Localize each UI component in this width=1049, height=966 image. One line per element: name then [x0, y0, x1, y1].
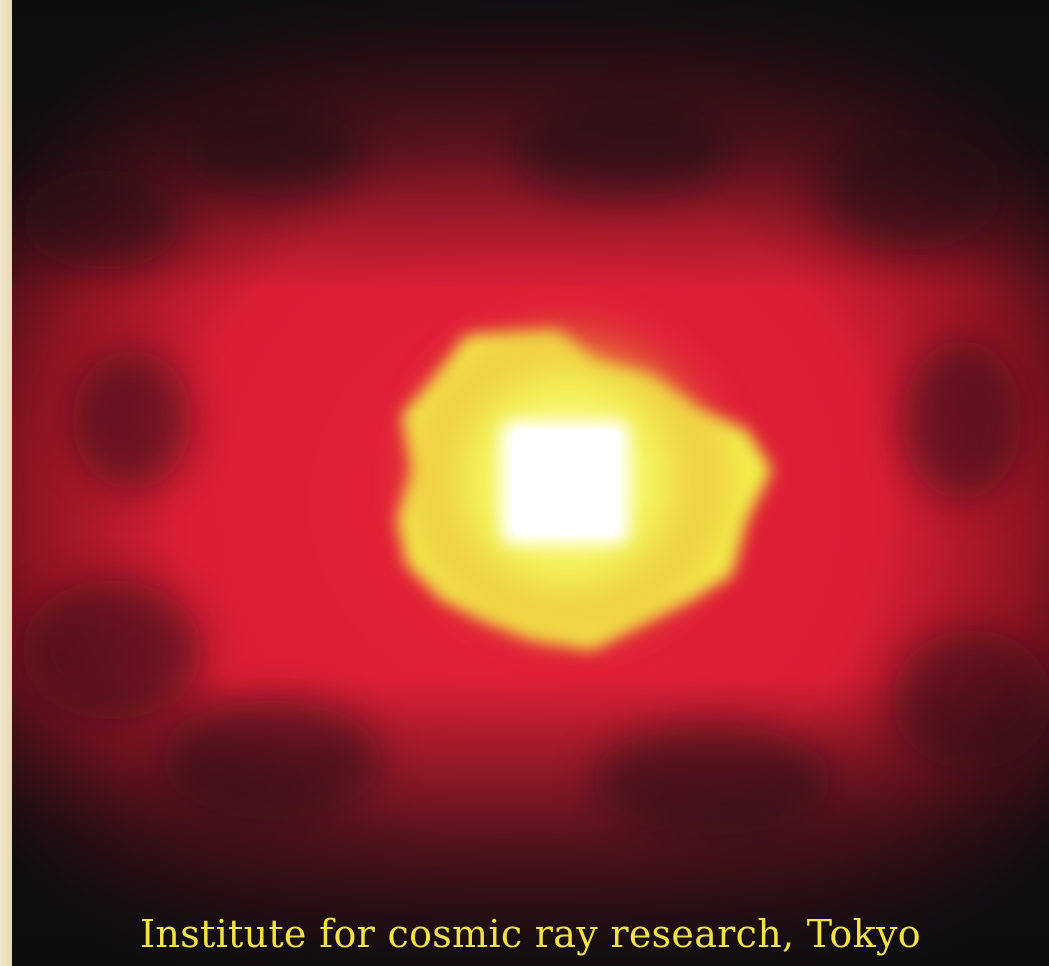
sun-glow-graphic — [12, 0, 1049, 966]
image-credit-caption: Institute for cosmic ray research, Tokyo — [140, 912, 921, 956]
neutrino-sun-image — [12, 0, 1049, 966]
page-border — [0, 0, 12, 966]
